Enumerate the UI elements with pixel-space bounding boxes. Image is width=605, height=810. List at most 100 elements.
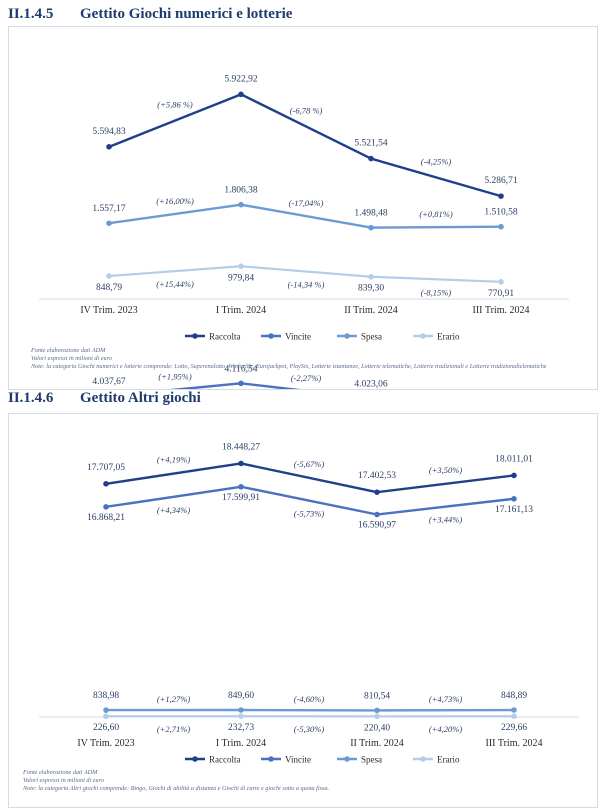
series-line-erario bbox=[108, 265, 502, 283]
chart-svg-altri-giochi: 17.707,05 18.448,27 17.402,53 18.011,01 (+4,… bbox=[39, 442, 579, 765]
change-label-spesa: (+0,81%) bbox=[419, 209, 453, 219]
data-label-raccolta: 5.521,54 bbox=[354, 139, 388, 149]
data-point-erario bbox=[106, 273, 112, 279]
change-label-erario: (+2,71%) bbox=[157, 724, 191, 734]
series-line-vincite bbox=[169, 382, 301, 389]
note-category: Note: la categoria Altri giochi comprend… bbox=[23, 785, 330, 793]
data-point-spesa bbox=[498, 223, 504, 230]
change-label-spesa: (+1,27%) bbox=[157, 694, 191, 704]
change-label-raccolta: (+3,50%) bbox=[429, 465, 463, 475]
data-point-spesa bbox=[238, 201, 244, 208]
data-point-raccolta bbox=[238, 91, 244, 98]
change-label-spesa: (+16,00%) bbox=[156, 196, 194, 206]
change-label-vincite: (+3,44%) bbox=[429, 515, 463, 525]
data-point-raccolta bbox=[103, 481, 109, 487]
section-title-text: Gettito Altri giochi bbox=[80, 390, 201, 406]
chart-notes: Fonte elaborazione dati ADM Valori espre… bbox=[23, 769, 573, 794]
data-point-spesa bbox=[374, 707, 380, 714]
data-point-vincite bbox=[238, 483, 244, 490]
data-point-erario bbox=[511, 713, 517, 720]
data-point-raccolta bbox=[238, 460, 244, 467]
data-label-spesa: 848,89 bbox=[501, 691, 527, 701]
data-point-spesa bbox=[106, 220, 112, 227]
chart-notes: Fonte elaborazione dati ADM Valori espre… bbox=[31, 347, 581, 372]
legend-label-erario: Erario bbox=[437, 755, 460, 765]
change-label-erario: (-14,34 %) bbox=[288, 279, 325, 289]
data-label-spesa: 810,54 bbox=[364, 691, 390, 701]
series-line-vincite bbox=[105, 485, 515, 516]
change-label-erario: (-8,15%) bbox=[421, 287, 452, 297]
data-label-raccolta: 5.922,92 bbox=[224, 74, 258, 84]
data-point-erario bbox=[238, 263, 244, 270]
legend-label-vincite: Vincite bbox=[285, 755, 311, 765]
change-label-spesa: (-4,60%) bbox=[294, 694, 325, 704]
legend-marker-erario bbox=[420, 333, 426, 339]
data-label-vincite: 16.868,21 bbox=[87, 513, 125, 523]
x-tick-label: III Trim. 2024 bbox=[486, 738, 543, 749]
data-point-spesa bbox=[103, 707, 109, 713]
data-label-raccolta: 5.286,71 bbox=[484, 176, 518, 186]
data-point-erario bbox=[498, 279, 504, 285]
data-label-raccolta: 17.402,53 bbox=[358, 471, 396, 481]
x-tick-label: IV Trim. 2023 bbox=[77, 738, 134, 749]
note-source: Fonte elaborazione dati ADM bbox=[31, 347, 106, 354]
data-label-vincite: 16.590,97 bbox=[358, 520, 396, 530]
chart-giochi-numerici: 5.594,83 5.922,92 5.521,54 5.286,71 (+5,86 %… bbox=[8, 26, 598, 390]
legend-marker-raccolta bbox=[192, 756, 198, 762]
legend-marker-vincite bbox=[268, 333, 274, 339]
data-label-erario: 839,30 bbox=[358, 284, 384, 294]
data-point-spesa bbox=[238, 707, 244, 713]
section-title-text: Gettito Giochi numerici e lotterie bbox=[80, 6, 293, 22]
section-title-giochi-numerici: II.1.4.5 Gettito Giochi numerici e lotter… bbox=[8, 6, 292, 23]
change-label-vincite: (-5,73%) bbox=[294, 509, 325, 519]
change-label-vincite: (+1,95%) bbox=[158, 372, 192, 382]
change-label-erario: (+4,20%) bbox=[429, 724, 463, 734]
series-line-raccolta bbox=[108, 93, 502, 198]
change-label-spesa: (-17,04%) bbox=[289, 198, 324, 208]
legend-label-erario: Erario bbox=[437, 332, 460, 342]
data-label-spesa: 1.498,48 bbox=[354, 209, 388, 219]
legend-label-raccolta: Raccolta bbox=[209, 332, 240, 342]
data-point-raccolta bbox=[368, 155, 374, 162]
data-point-raccolta bbox=[498, 193, 504, 199]
legend-label-vincite: Vincite bbox=[285, 332, 311, 342]
data-label-spesa: 849,60 bbox=[228, 691, 254, 701]
x-tick-label: III Trim. 2024 bbox=[473, 305, 530, 316]
data-point-erario bbox=[238, 713, 244, 719]
legend-label-spesa: Spesa bbox=[361, 755, 382, 765]
data-label-vincite: 4.023,06 bbox=[354, 379, 388, 389]
data-point-vincite bbox=[511, 496, 517, 502]
data-label-erario: 226,60 bbox=[93, 723, 119, 733]
note-category: Note: la categoria Giochi numerici e lot… bbox=[31, 363, 547, 371]
data-point-erario bbox=[368, 273, 374, 280]
data-label-erario: 229,66 bbox=[501, 723, 527, 733]
chart-altri-giochi: 17.707,05 18.448,27 17.402,53 18.011,01 (+4,… bbox=[8, 413, 598, 808]
data-point-spesa bbox=[368, 224, 374, 231]
x-tick-label: IV Trim. 2023 bbox=[80, 305, 137, 316]
legend-marker-spesa bbox=[344, 333, 350, 339]
data-label-raccolta: 17.707,05 bbox=[87, 463, 125, 473]
data-point-vincite bbox=[238, 380, 244, 387]
x-tick-label: I Trim. 2024 bbox=[216, 738, 266, 749]
data-label-vincite: 4.037,67 bbox=[92, 377, 126, 387]
note-units: Valori espressi in milioni di euro bbox=[23, 777, 104, 785]
data-point-raccolta bbox=[374, 489, 380, 495]
section-number: II.1.4.6 bbox=[8, 390, 54, 406]
change-label-vincite: (+4,34%) bbox=[157, 505, 191, 515]
data-point-vincite bbox=[103, 504, 109, 510]
change-label-raccolta: (-6,78 %) bbox=[290, 105, 323, 115]
change-label-raccolta: (-5,67%) bbox=[294, 459, 325, 469]
data-label-erario: 770,91 bbox=[488, 289, 514, 299]
legend-marker-spesa bbox=[344, 756, 350, 762]
change-label-raccolta: (+5,86 %) bbox=[157, 100, 193, 110]
series-line-spesa bbox=[108, 203, 502, 229]
note-source: Fonte elaborazione dati ADM bbox=[23, 769, 98, 776]
x-tick-label: I Trim. 2024 bbox=[216, 305, 266, 316]
note-units: Valori espressi in milioni di euro bbox=[31, 355, 112, 363]
data-label-vincite: 4.116,54 bbox=[225, 364, 258, 374]
change-label-raccolta: (+4,19%) bbox=[157, 455, 191, 465]
x-tick-label: II Trim. 2024 bbox=[344, 305, 398, 316]
data-label-erario: 848,79 bbox=[96, 283, 122, 293]
data-label-spesa: 1.557,17 bbox=[92, 204, 126, 214]
data-label-spesa: 1.806,38 bbox=[224, 186, 258, 196]
